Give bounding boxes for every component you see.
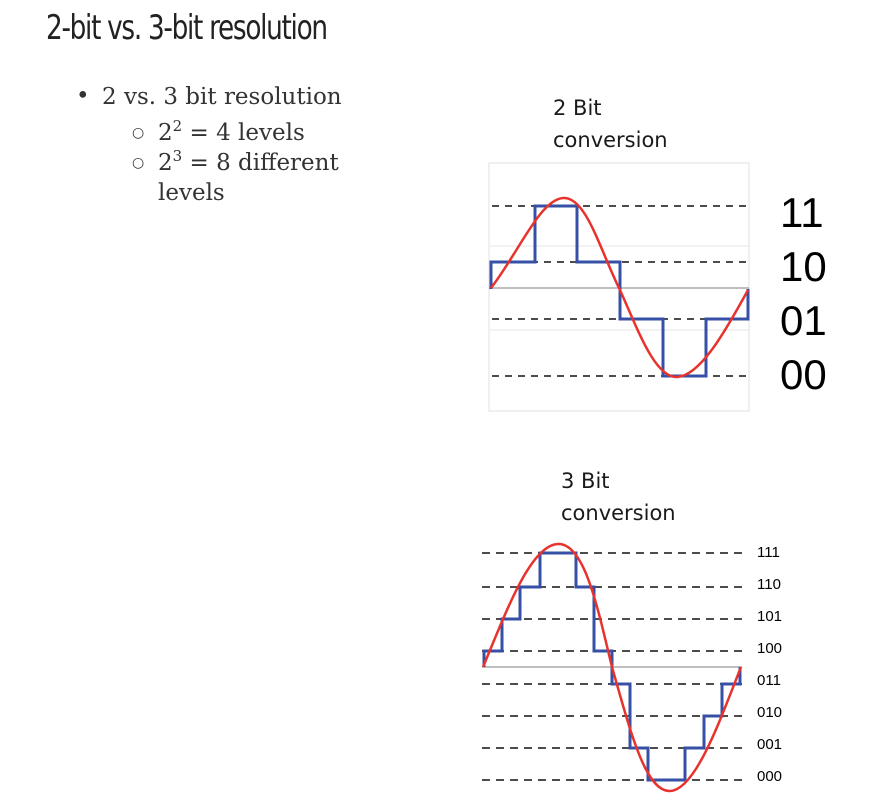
- diagram-3bit-sine: [481, 542, 743, 793]
- caption-2bit-line1: 2 Bit: [553, 96, 602, 120]
- sub2-text: = 8 different levels: [158, 150, 339, 206]
- caption-2bit-line2: conversion: [553, 128, 668, 152]
- bullet-main: 2 vs. 3 bit resolution: [76, 83, 368, 118]
- code-2bit-11: 11: [780, 189, 824, 236]
- sub2-exponent: 3: [172, 147, 183, 165]
- bullet-sub-2bit: 22 = 4 levels: [76, 118, 368, 148]
- code-2bit-00: 00: [780, 351, 827, 398]
- caption-2bit: 2 Bit conversion: [553, 92, 668, 156]
- code-3bit-001: 001: [757, 736, 783, 753]
- page-title: 2-bit vs. 3-bit resolution: [46, 8, 328, 48]
- caption-3bit-line2: conversion: [561, 501, 676, 525]
- codes-3bit: 111 110 101 100 011 010 001 000: [757, 537, 782, 793]
- code-3bit-111: 111: [757, 544, 780, 561]
- code-3bit-100: 100: [757, 640, 783, 657]
- code-3bit-011: 011: [757, 672, 781, 689]
- caption-3bit: 3 Bit conversion: [561, 465, 676, 529]
- sub1-exponent: 2: [172, 117, 183, 135]
- sub1-text: = 4 levels: [182, 120, 305, 146]
- code-2bit-10: 10: [780, 243, 827, 290]
- diagram-2bit-sine: [490, 196, 750, 379]
- sub2-base: 2: [158, 150, 173, 176]
- bullet-list: 2 vs. 3 bit resolution 22 = 4 levels 23 …: [76, 83, 368, 208]
- code-3bit-110: 110: [757, 576, 781, 593]
- bullet-sub-3bit: 23 = 8 different levels: [76, 148, 368, 208]
- code-3bit-000: 000: [757, 768, 783, 785]
- code-3bit-101: 101: [757, 608, 783, 625]
- code-2bit-01: 01: [780, 297, 827, 344]
- caption-3bit-line1: 3 Bit: [561, 469, 610, 493]
- codes-2bit: 11 10 01 00: [780, 186, 827, 402]
- code-3bit-010: 010: [757, 704, 783, 721]
- sub1-base: 2: [158, 120, 173, 146]
